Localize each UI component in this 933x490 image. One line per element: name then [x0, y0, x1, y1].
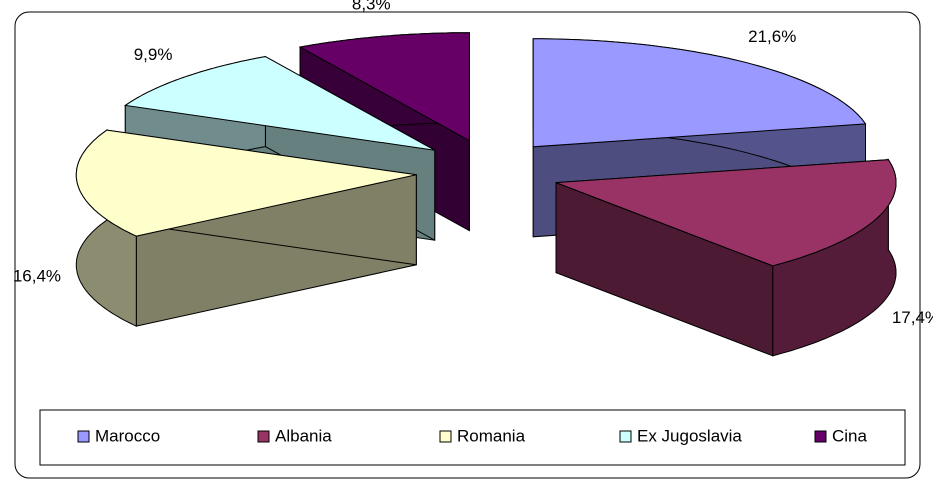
legend-label: Romania [457, 426, 526, 445]
data-label: 21,6% [748, 27, 796, 46]
data-label: 8,3% [352, 0, 391, 14]
data-label: 16,4% [13, 267, 61, 286]
legend-label: Marocco [95, 426, 160, 445]
legend-swatch [814, 430, 827, 443]
slice [532, 38, 867, 148]
legend-swatch [439, 430, 452, 443]
legend-label: Albania [275, 426, 332, 445]
slice [555, 159, 897, 267]
legend-swatch [77, 430, 90, 443]
legend-box [39, 409, 906, 466]
legend-label: Cina [832, 426, 868, 445]
slice [123, 56, 435, 151]
legend-swatch [257, 430, 270, 443]
data-label: 17,4% [892, 308, 933, 327]
legend-label: Ex Jugoslavia [637, 426, 742, 445]
data-label: 9,9% [134, 45, 173, 64]
legend-swatch [619, 430, 632, 443]
slice [298, 32, 470, 142]
slice [75, 129, 417, 237]
